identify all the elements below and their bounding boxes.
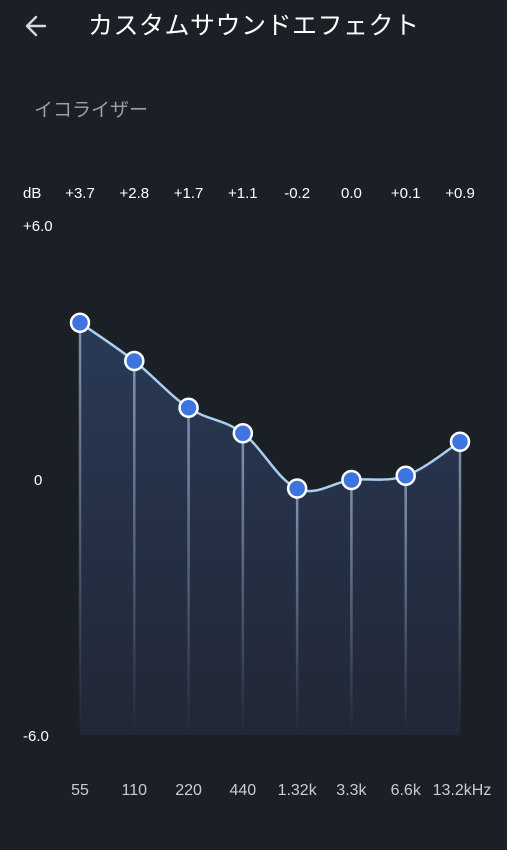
slider-track-lower [404, 475, 407, 735]
frequency-label: 3.3k [336, 782, 367, 799]
band-value-label: -0.2 [284, 185, 310, 202]
back-button[interactable] [18, 8, 54, 44]
slider-track-lower [295, 488, 299, 735]
slider-knob-220[interactable] [178, 397, 199, 418]
band-value-label: +1.1 [228, 185, 258, 202]
band-value-label: +0.1 [391, 185, 421, 202]
slider-track-lower [241, 433, 245, 735]
frequency-label: 1.32k [278, 782, 318, 799]
arrow-left-icon [25, 15, 47, 37]
slider-knob-55[interactable] [69, 312, 91, 333]
slider-track-lower [458, 441, 462, 735]
y-tick-label: -6.0 [23, 728, 49, 745]
page-title: カスタムサウンドエフェクト [88, 11, 420, 40]
slider-knob-13-2khz[interactable] [449, 431, 471, 452]
slider-knob-440[interactable] [232, 423, 254, 444]
frequency-label: 13.2kHz [433, 782, 492, 799]
slider-knob-110[interactable] [124, 350, 145, 372]
y-tick-label: 0 [34, 472, 42, 489]
frequency-label: 220 [175, 782, 202, 799]
frequency-label: 110 [122, 782, 148, 799]
slider-track-lower [350, 480, 353, 735]
equalizer-section-label: イコライザー [34, 99, 149, 121]
slider-knob-3-3k[interactable] [341, 469, 362, 491]
frequency-label: 55 [71, 782, 89, 799]
band-value-label: +2.8 [119, 185, 149, 202]
band-value-label: 0.0 [341, 185, 362, 202]
slider-knob-6-6k[interactable] [395, 465, 416, 486]
frequency-label: 440 [230, 782, 257, 799]
equalizer-chart: dB +3.7 +2.8 +1.7 +1.1 -0.2 0.0 +0.1 +0.9 +6.0 0 -6… [23, 185, 492, 799]
band-value-label: +3.7 [65, 185, 95, 202]
equalizer-panel: dB +3.7 +2.8 +1.7 +1.1 -0.2 0.0 +0.1 +0.9 +6.0 0 -6… [0, 170, 507, 810]
band-value-label: +1.7 [174, 185, 204, 202]
app-bar: カスタムサウンドエフェクト [0, 0, 507, 56]
equalizer-fill-area [80, 322, 460, 735]
slider-knob-1-32k[interactable] [286, 478, 308, 499]
slider-track-lower [133, 361, 136, 735]
band-value-label: +0.9 [445, 185, 475, 202]
db-unit-label: dB [23, 185, 41, 202]
frequency-label: 6.6k [391, 782, 422, 799]
y-tick-label: +6.0 [23, 218, 53, 235]
slider-track-lower [187, 407, 190, 735]
slider-track-lower [78, 322, 82, 735]
